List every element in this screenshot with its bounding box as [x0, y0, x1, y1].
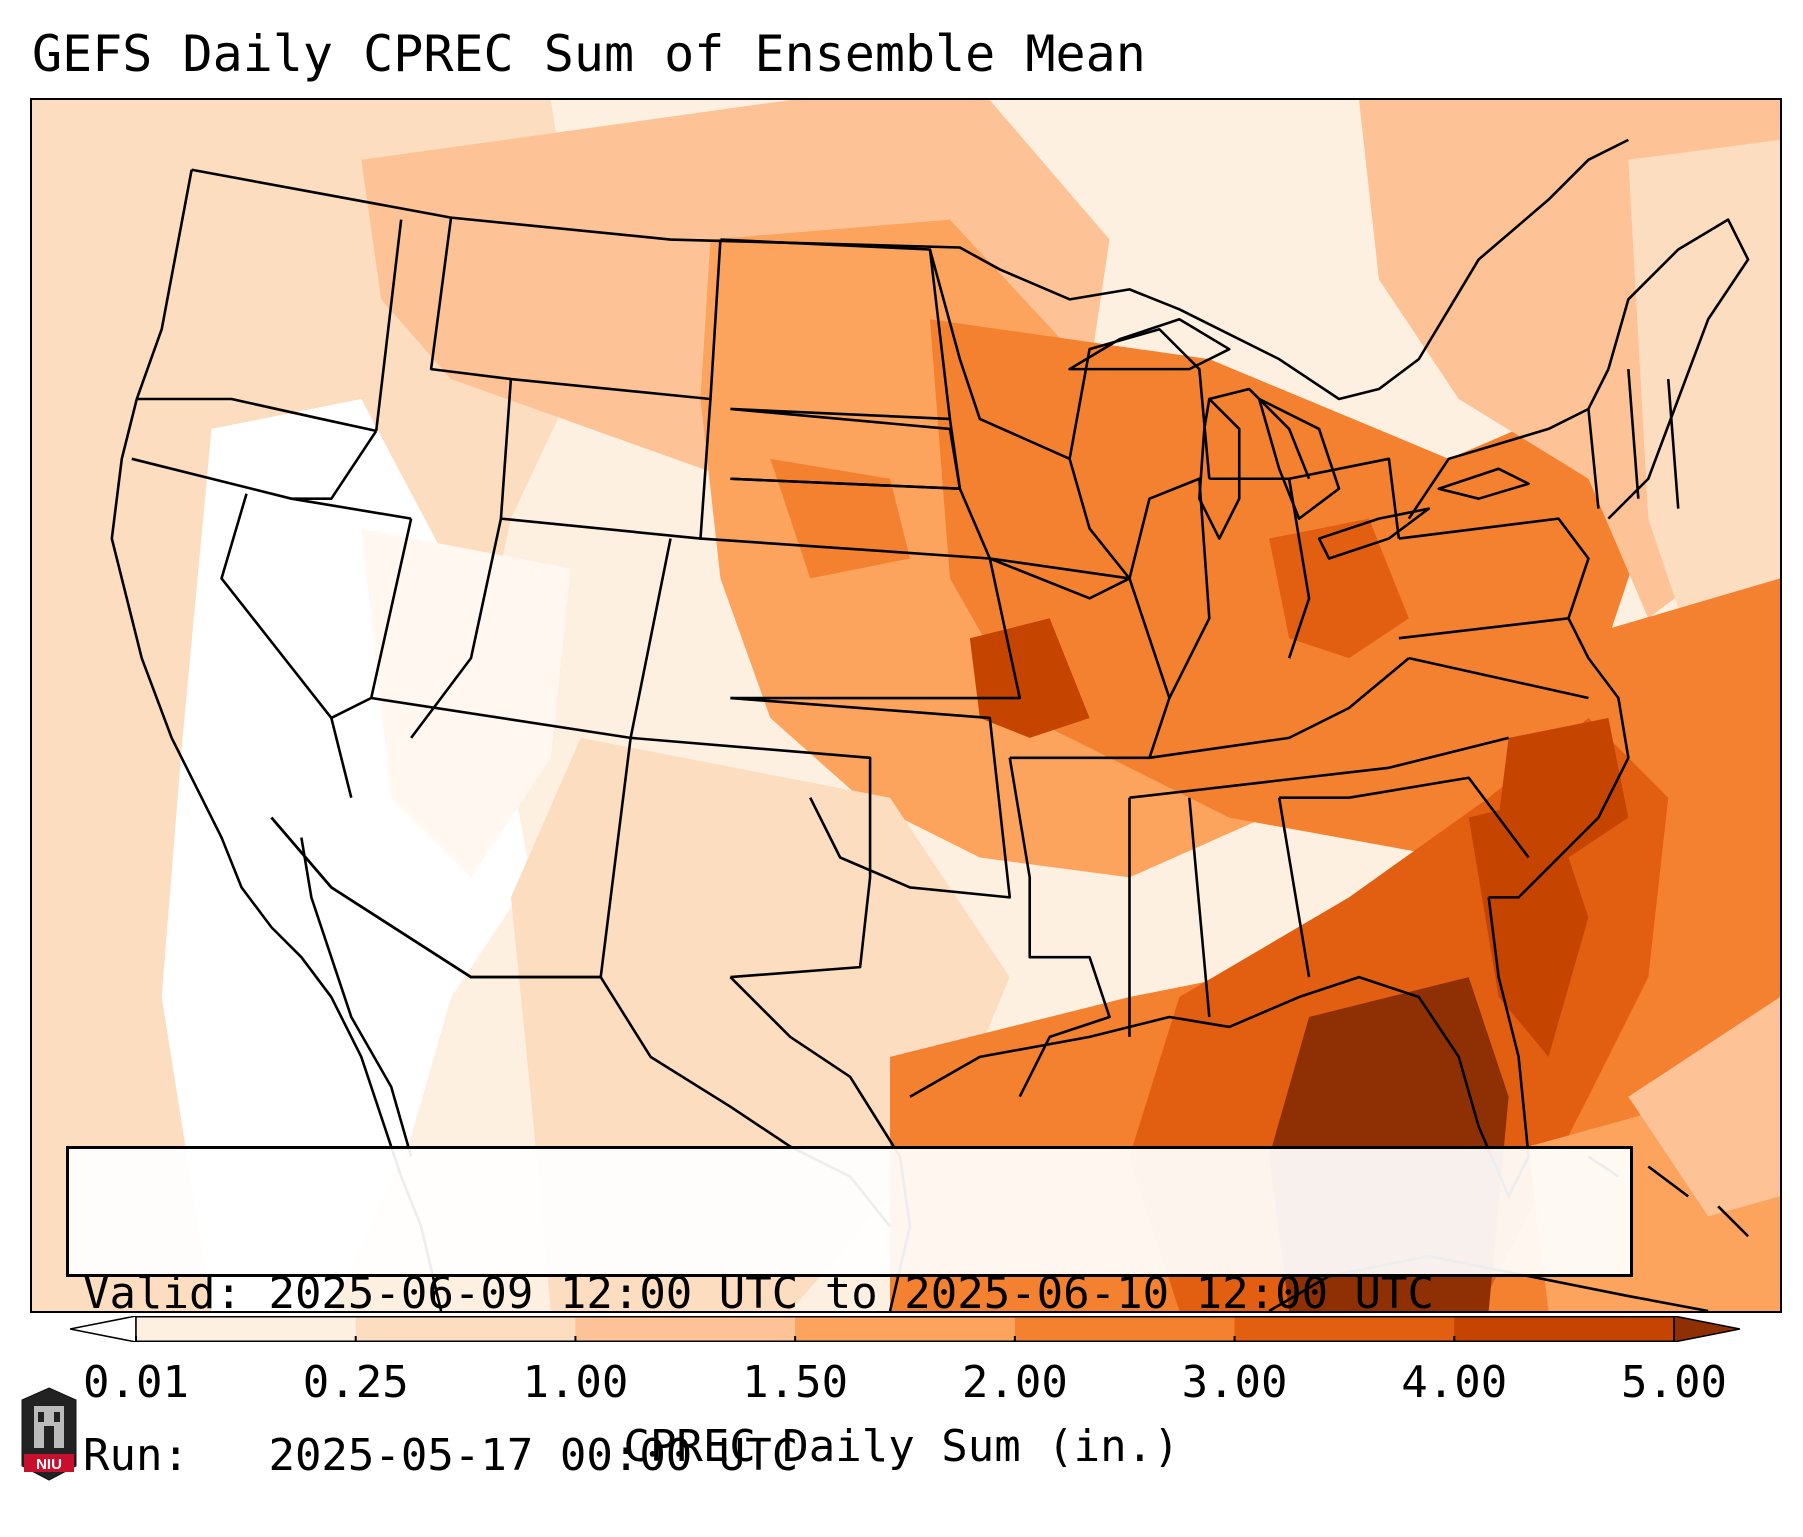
precip-area-kansas-darker: [969, 618, 1090, 738]
colorbar-tick-label: 1.00: [522, 1357, 629, 1408]
run-line: Run: 2025-05-17 00:00 UTC: [83, 1429, 1616, 1483]
new-england: [1607, 218, 1750, 520]
run-value: 2025-05-17 00:00 UTC: [268, 1430, 799, 1481]
border-ms-al-ga: [1128, 797, 1311, 1037]
colorbar-tick-label: 3.00: [1181, 1357, 1288, 1408]
colorbar-extend-high: [1673, 1316, 1740, 1342]
baja-coast: [300, 837, 413, 1157]
precip-area-northeast-right: [1628, 139, 1780, 639]
precip-field: [32, 100, 1780, 1311]
west-coastline: [110, 169, 443, 1311]
precip-area-plains-patch: [770, 458, 910, 579]
run-label: Run:: [83, 1430, 189, 1481]
border-wa-or: [136, 397, 377, 433]
colorbar-tick-label: 4.00: [1401, 1357, 1508, 1408]
precip-area-ohio-dark: [1269, 518, 1409, 659]
colorbar-tick-label: 0.01: [83, 1357, 189, 1408]
border-co-ks: [700, 537, 1022, 700]
border-ks-ok: [730, 696, 1012, 899]
map-frame[interactable]: [30, 98, 1782, 1313]
lake-superior: [1068, 317, 1231, 371]
colorbar-border: [135, 1316, 1675, 1342]
valid-value: 2025-06-09 12:00 UTC to 2025-06-10 12:00…: [268, 1268, 1435, 1319]
colorbar-segment: [575, 1316, 796, 1342]
colorbar-tick-label: 2.00: [961, 1357, 1068, 1408]
us-canada-border: [191, 138, 1629, 401]
logo-text: NIU: [36, 1456, 62, 1473]
border-mn-ia: [928, 249, 1131, 600]
valid-line: Valid: 2025-06-09 12:00 UTC to 2025-06-1…: [83, 1267, 1616, 1321]
colorbar-tick-label: 1.50: [742, 1357, 849, 1408]
colorbar: [70, 1316, 1740, 1342]
border-nv-ca: [220, 493, 353, 799]
border-pa-ny: [1398, 368, 1610, 640]
logo-banner: [24, 1454, 74, 1472]
border-wi-mi: [1068, 327, 1311, 480]
lake-erie: [1317, 507, 1431, 560]
colorbar-segment: [1234, 1316, 1455, 1342]
border-nm-tx: [630, 736, 872, 979]
info-box: Valid: 2025-06-09 12:00 UTC to 2025-06-1…: [66, 1146, 1633, 1481]
border-id: [291, 219, 403, 500]
colorbar-segment: [136, 1316, 357, 1342]
lake-ontario: [1437, 467, 1530, 500]
border-ne: [730, 418, 992, 559]
gulf-coastline: [909, 897, 1530, 1198]
precipitation-map[interactable]: [32, 100, 1780, 1311]
colorbar-extend-low: [70, 1316, 137, 1342]
colorbar-segment: [795, 1316, 1016, 1342]
colorbar-segment: [1454, 1316, 1675, 1342]
border-carolinas: [1279, 656, 1589, 859]
political-boundaries: [110, 138, 1750, 1311]
colorbar-tick-label: 5.00: [1621, 1357, 1727, 1408]
colorbar-tick-label: 0.25: [302, 1357, 409, 1408]
valid-label: Valid:: [83, 1268, 242, 1319]
precip-area-caribbean-light: [1628, 997, 1780, 1217]
niu-logo: NIU: [21, 1387, 77, 1481]
border-wy-co-ut: [410, 378, 712, 739]
colorbar-segment: [355, 1316, 576, 1342]
border-new-england-states: [1587, 369, 1680, 509]
lake-michigan: [1198, 397, 1241, 540]
precip-area-atlantic-darker: [1468, 797, 1589, 1057]
east-coastline: [1488, 617, 1630, 899]
lake-huron: [1257, 397, 1341, 520]
colorbar-segment: [1014, 1316, 1236, 1342]
border-tn-ky: [1129, 657, 1509, 799]
border-il-in-oh: [1128, 457, 1401, 699]
colorbar-label: CPREC Daily Sum (in.): [623, 1421, 1180, 1472]
border-ar-la: [1008, 757, 1111, 1098]
page-title: GEFS Daily CPREC Sum of Ensemble Mean: [32, 25, 1146, 83]
precip-area-rockies-dry: [361, 528, 571, 878]
